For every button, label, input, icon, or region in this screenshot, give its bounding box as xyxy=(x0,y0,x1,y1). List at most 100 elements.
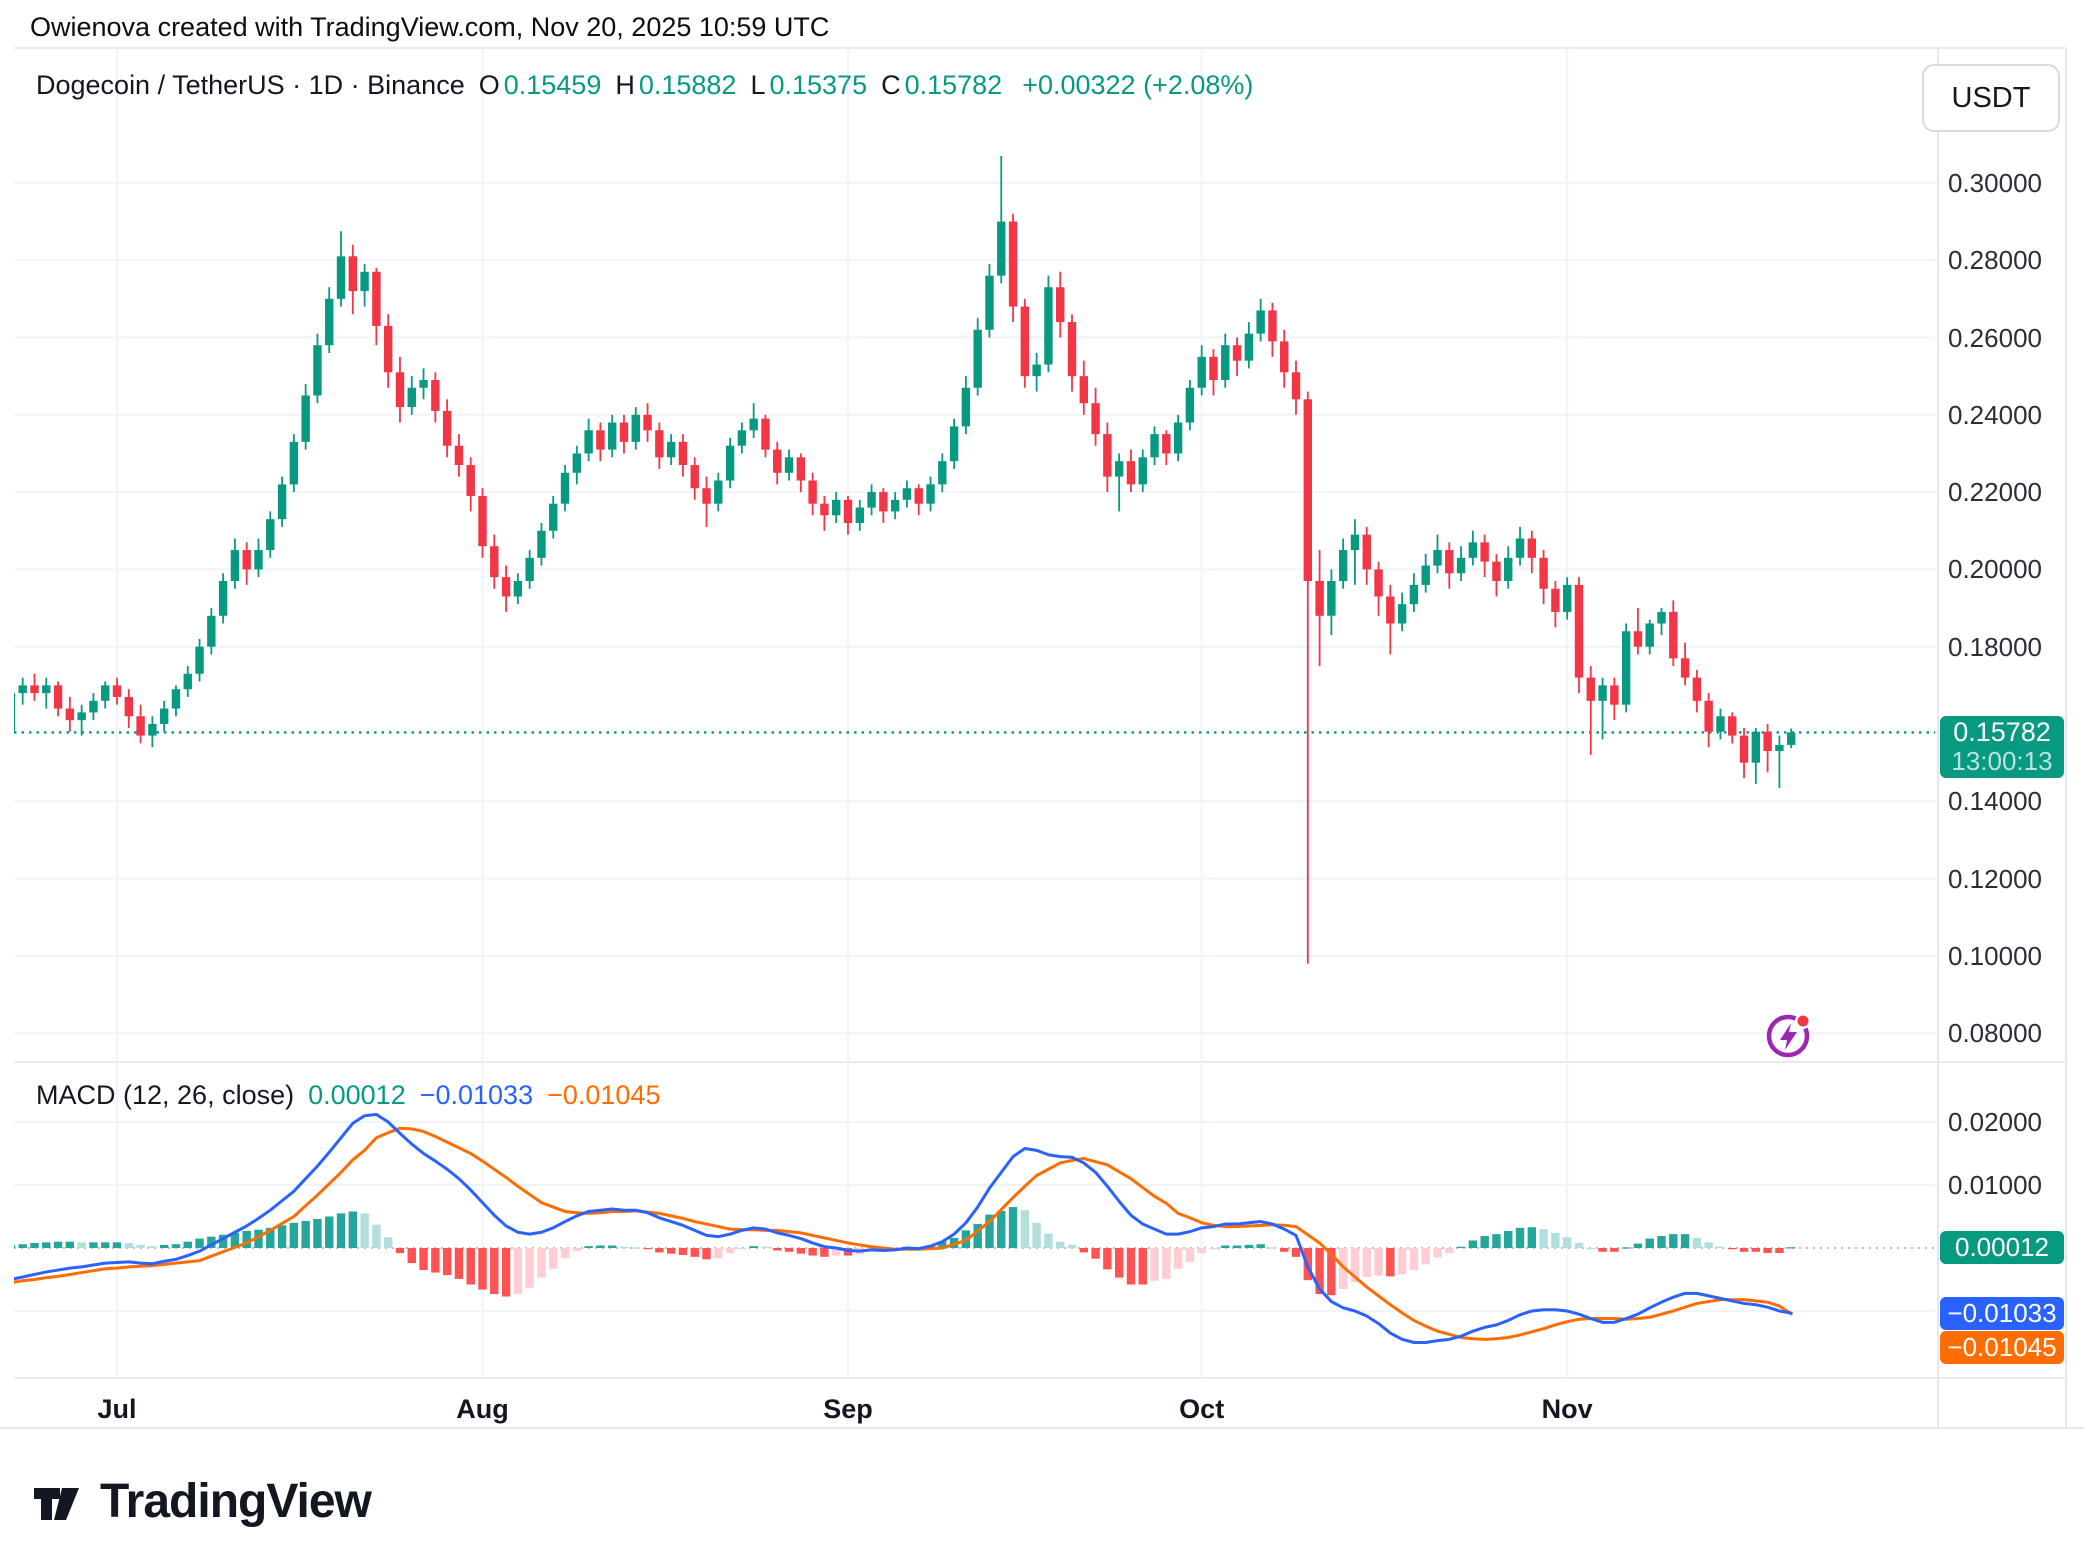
time-axis-label-nov[interactable]: Nov xyxy=(1541,1394,1593,1424)
macd-hist-bar xyxy=(1468,1240,1478,1248)
candle-body xyxy=(478,495,487,547)
tradingview-logo[interactable]: TradingView xyxy=(28,1472,372,1530)
macd-hist-bar xyxy=(277,1225,287,1248)
macd-hist-bar xyxy=(666,1248,676,1254)
candle-body xyxy=(313,345,322,396)
macd-hist-bar xyxy=(1362,1248,1371,1277)
candle-body xyxy=(607,422,617,450)
candle-body xyxy=(796,457,806,481)
macd-hist-bar xyxy=(1150,1248,1159,1281)
macd-hist-bar xyxy=(537,1248,546,1278)
macd-hist-bar xyxy=(1456,1246,1466,1248)
macd-hist-bar xyxy=(1433,1248,1442,1258)
macd-line-badge: −0.01033 xyxy=(1940,1297,2064,1331)
candle-body xyxy=(372,271,381,326)
boost-ring xyxy=(1766,1014,1810,1058)
macd-hist-bar xyxy=(1680,1234,1690,1248)
candle-body xyxy=(631,414,640,442)
candle-body xyxy=(289,441,299,485)
time-axis-label-aug[interactable]: Aug xyxy=(456,1394,509,1424)
candle-body xyxy=(1539,557,1548,589)
candle-body xyxy=(714,480,723,504)
macd-hist-bar xyxy=(171,1244,181,1248)
symbol-title[interactable]: Dogecoin / TetherUS · 1D · Binance xyxy=(36,70,465,100)
candle-body xyxy=(643,414,652,431)
candle-body xyxy=(1067,322,1077,377)
time-axis-label-oct[interactable]: Oct xyxy=(1179,1394,1225,1424)
price-axis-label: 0.22000 xyxy=(1948,477,2042,508)
macd-hist-bar xyxy=(1621,1247,1631,1249)
candle-body xyxy=(1126,461,1136,485)
candle-body xyxy=(1315,580,1324,616)
candle-body xyxy=(725,445,735,481)
symbol-legend: Dogecoin / TetherUS · 1D · Binance O 0.1… xyxy=(36,70,1253,101)
candle-body xyxy=(1445,550,1454,574)
macd-hist-bar xyxy=(784,1248,794,1252)
candle-body xyxy=(1079,376,1088,404)
candle-body xyxy=(348,256,358,292)
macd-hist-bar xyxy=(619,1246,629,1248)
macd-hist-bar xyxy=(643,1248,652,1250)
macd-hist-bar xyxy=(1716,1246,1725,1248)
last-price-badge: 0.15782 13:00:13 xyxy=(1940,716,2064,778)
candle-body xyxy=(230,550,240,581)
macd-hist-bar xyxy=(1244,1244,1254,1248)
macd-hist-bar xyxy=(65,1241,75,1248)
price-axis-label: 0.08000 xyxy=(1948,1018,2042,1049)
macd-hist-value: 0.00012 xyxy=(308,1080,406,1110)
candle-body xyxy=(1244,333,1254,361)
candle-body xyxy=(53,685,63,709)
macd-name[interactable]: MACD (12, 26, close) xyxy=(36,1080,295,1110)
macd-hist-bar xyxy=(973,1224,982,1248)
macd-hist-bar xyxy=(631,1247,640,1249)
macd-hist-bar xyxy=(1739,1248,1749,1252)
currency-toggle-button[interactable]: USDT xyxy=(1922,64,2060,132)
macd-hist-bar xyxy=(1539,1229,1548,1248)
macd-hist-bar xyxy=(678,1248,688,1255)
macd-hist-bar xyxy=(30,1242,39,1248)
candle-body xyxy=(1173,422,1183,454)
candle-body xyxy=(1421,565,1430,585)
macd-hist-bar xyxy=(1527,1227,1537,1248)
macd-hist-bar xyxy=(53,1241,63,1248)
time-axis-label-sep[interactable]: Sep xyxy=(823,1394,873,1424)
candle-body xyxy=(1114,461,1124,477)
boost-icon[interactable] xyxy=(1764,1010,1814,1060)
candle-body xyxy=(1645,623,1654,647)
candle-body xyxy=(867,492,876,508)
time-axis-label-jul[interactable]: Jul xyxy=(97,1394,137,1424)
macd-hist-badge: 0.00012 xyxy=(1940,1231,2064,1265)
macd-axis-label: 0.01000 xyxy=(1948,1170,2042,1200)
candle-body xyxy=(18,685,27,694)
macd-hist-bar xyxy=(407,1248,416,1264)
macd-hist-bar xyxy=(1445,1248,1454,1254)
macd-hist-bar xyxy=(1657,1236,1666,1248)
price-axis-label: 0.30000 xyxy=(1948,167,2042,198)
macd-hist-bar xyxy=(466,1248,475,1285)
price-axis-label: 0.14000 xyxy=(1948,786,2042,817)
macd-hist-bar xyxy=(1704,1242,1713,1248)
price-axis-label: 0.24000 xyxy=(1948,399,2042,430)
candle-body xyxy=(124,696,133,717)
candle-body xyxy=(1362,534,1371,570)
plot-area[interactable] xyxy=(7,155,1935,1344)
candle-body xyxy=(1610,685,1619,705)
macd-hist-bar xyxy=(1763,1248,1772,1254)
macd-hist-bar xyxy=(1350,1248,1360,1283)
macd-hist-bar xyxy=(419,1248,428,1271)
candle-body xyxy=(1574,584,1584,678)
candle-body xyxy=(749,418,758,431)
macd-hist-bar xyxy=(230,1232,240,1248)
notification-dot xyxy=(1797,1015,1809,1027)
candle-body xyxy=(879,492,888,512)
candle-body xyxy=(1056,287,1065,323)
candle-body xyxy=(183,673,192,690)
candle-body xyxy=(773,449,782,473)
candle-body xyxy=(549,503,558,531)
macd-hist-bar xyxy=(195,1238,204,1248)
candle-body xyxy=(961,387,971,427)
macd-hist-bar xyxy=(14,1244,16,1248)
macd-hist-bar xyxy=(431,1248,440,1273)
macd-hist-bar xyxy=(207,1236,216,1248)
